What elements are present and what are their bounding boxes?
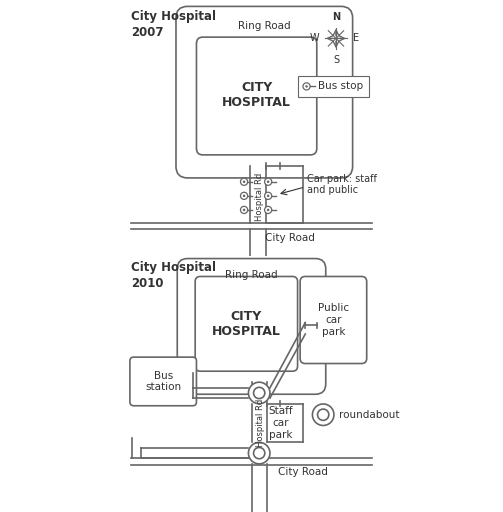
Circle shape <box>243 209 245 211</box>
Text: CITY
HOSPITAL: CITY HOSPITAL <box>222 81 291 109</box>
Text: City Road: City Road <box>278 467 327 477</box>
Circle shape <box>312 404 334 425</box>
FancyBboxPatch shape <box>298 75 369 97</box>
Circle shape <box>243 181 245 183</box>
Text: W: W <box>310 33 319 44</box>
Text: Ring Road: Ring Road <box>225 270 278 280</box>
Text: City Hospital
2007: City Hospital 2007 <box>131 10 216 39</box>
Text: Ring Road: Ring Road <box>238 20 291 31</box>
Circle shape <box>265 178 272 185</box>
Text: City Road: City Road <box>265 233 315 243</box>
Circle shape <box>303 83 310 90</box>
Text: Hospital Rd: Hospital Rd <box>255 173 264 221</box>
Circle shape <box>265 192 272 199</box>
FancyBboxPatch shape <box>130 357 197 406</box>
Circle shape <box>267 209 270 211</box>
Circle shape <box>305 85 308 88</box>
Circle shape <box>243 195 245 197</box>
FancyBboxPatch shape <box>197 37 317 155</box>
Circle shape <box>240 178 247 185</box>
Circle shape <box>240 192 247 199</box>
Text: Staff
car
park: Staff car park <box>269 407 293 440</box>
FancyBboxPatch shape <box>177 259 326 394</box>
FancyBboxPatch shape <box>300 276 367 364</box>
Circle shape <box>248 382 270 403</box>
Circle shape <box>267 195 270 197</box>
Circle shape <box>248 442 270 464</box>
Circle shape <box>265 206 272 214</box>
FancyBboxPatch shape <box>176 6 353 178</box>
Circle shape <box>254 447 265 459</box>
Text: City Hospital
2010: City Hospital 2010 <box>131 261 216 290</box>
FancyBboxPatch shape <box>195 276 298 371</box>
Circle shape <box>254 387 265 398</box>
Text: roundabout: roundabout <box>339 410 399 420</box>
Text: Bus
station: Bus station <box>145 371 181 392</box>
Text: N: N <box>332 12 340 22</box>
Text: Bus stop: Bus stop <box>318 81 363 92</box>
Text: Hospital Rd: Hospital Rd <box>256 399 265 447</box>
Text: Public
car
park: Public car park <box>318 304 349 336</box>
Circle shape <box>240 206 247 214</box>
Text: CITY
HOSPITAL: CITY HOSPITAL <box>212 310 281 338</box>
Text: Car park: staff
and public: Car park: staff and public <box>306 174 376 195</box>
Circle shape <box>267 181 270 183</box>
Text: S: S <box>333 55 339 65</box>
Circle shape <box>317 409 329 420</box>
Text: E: E <box>353 33 359 44</box>
